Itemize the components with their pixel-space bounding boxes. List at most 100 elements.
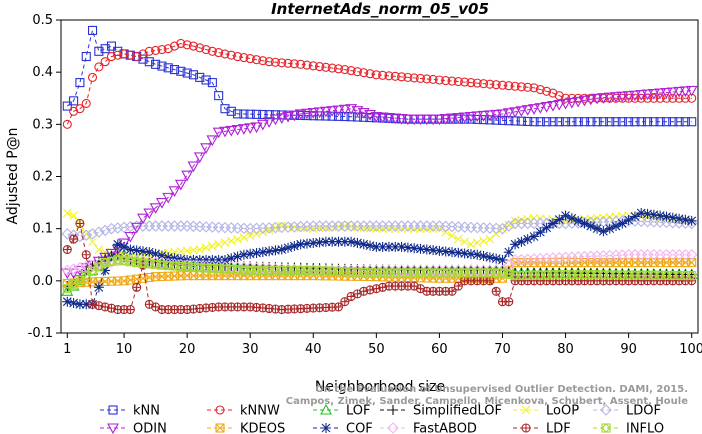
data-point-cof: [604, 223, 615, 234]
data-point-cof: [156, 250, 167, 261]
data-point-knnw: [144, 46, 154, 56]
data-point-cof: [301, 238, 312, 249]
series-line-fastabod: [67, 254, 692, 271]
legend-label-cof: COF: [346, 422, 373, 434]
data-point-odin: [225, 125, 238, 137]
series-layer: [61, 25, 698, 315]
data-point-loop: [81, 229, 91, 239]
data-point-knnw: [422, 74, 432, 84]
legend-label-simplifiedlof: SimplifiedLOF: [413, 404, 502, 419]
data-point-inflo: [686, 270, 697, 281]
data-point-knn: [352, 112, 362, 122]
data-point-loop: [453, 234, 463, 244]
data-point-cof: [320, 236, 331, 247]
data-point-knn: [674, 117, 684, 127]
data-point-knnw: [233, 51, 243, 62]
series-inflo: [62, 255, 697, 294]
data-point-cof: [295, 239, 306, 250]
legend-label-fastabod: FastABOD: [413, 422, 477, 434]
data-point-odin: [118, 238, 131, 250]
data-point-knnw: [157, 45, 167, 55]
data-point-ldf: [687, 276, 697, 286]
data-point-ldf: [485, 276, 495, 286]
data-point-odin: [155, 198, 168, 209]
data-point-ldf: [504, 297, 514, 307]
data-point-knn: [661, 117, 672, 127]
data-point-cof: [560, 210, 571, 221]
data-point-loop: [466, 239, 476, 249]
data-point-odin: [465, 111, 477, 123]
data-point-knn: [466, 114, 476, 124]
data-point-knnw: [113, 50, 123, 60]
data-point-cof: [137, 246, 148, 257]
data-point-knnw: [649, 93, 659, 103]
legend-label-loop: LoOP: [546, 404, 579, 419]
data-point-knn: [188, 70, 198, 80]
data-point-cof: [484, 252, 495, 263]
data-point-cof: [598, 226, 609, 237]
data-point-loop: [239, 232, 249, 242]
data-point-cof: [232, 251, 243, 262]
data-point-cof: [648, 209, 659, 220]
data-point-loop: [69, 211, 79, 221]
data-point-knn: [548, 117, 558, 127]
data-point-cof: [491, 253, 502, 264]
data-point-odin: [149, 203, 162, 214]
data-point-knn: [220, 104, 230, 114]
data-point-knn: [611, 117, 621, 127]
data-point-knnw: [529, 83, 539, 93]
data-point-knnw: [365, 69, 375, 79]
data-point-knn: [62, 101, 72, 111]
data-point-knnw: [542, 86, 552, 96]
x-axis: 1 10 20 30 40 50 60 70 80 90 100: [63, 333, 702, 357]
y-tick-label: 0.5: [32, 13, 53, 28]
data-point-odin: [319, 106, 332, 118]
data-point-cof: [131, 245, 142, 256]
data-point-knnw: [308, 61, 318, 71]
data-point-knn: [624, 117, 634, 127]
legend-label-knn: kNN: [133, 404, 160, 419]
series-line-knn: [66, 28, 692, 123]
data-point-knnw: [655, 93, 665, 103]
data-point-cof: [213, 254, 224, 265]
data-point-cof: [497, 254, 508, 265]
data-point-cof: [276, 244, 287, 255]
data-point-knnw: [62, 119, 72, 129]
data-point-cof: [541, 222, 552, 233]
data-point-odin: [584, 94, 597, 106]
data-point-knnw: [371, 70, 381, 80]
data-point-ldof: [124, 220, 137, 233]
data-point-knnw: [289, 59, 299, 69]
data-point-knnw: [277, 58, 287, 68]
data-point-cof: [510, 239, 521, 250]
data-point-odin: [591, 93, 604, 105]
data-point-fastabod: [61, 264, 74, 277]
data-point-odin: [433, 114, 446, 126]
data-point-knn: [176, 66, 186, 76]
data-point-knn: [561, 117, 571, 127]
data-point-cof: [453, 247, 464, 258]
data-point-knn: [472, 114, 482, 124]
data-point-cof: [547, 218, 558, 229]
data-point-cof: [478, 251, 489, 262]
data-point-knnw: [415, 73, 426, 83]
legend-item-cof: COF: [313, 422, 373, 434]
data-point-knnw: [687, 93, 697, 103]
data-point-odin: [673, 86, 686, 98]
data-point-ldof: [99, 224, 111, 237]
data-point-odin: [414, 114, 427, 126]
data-point-knnw: [441, 75, 451, 86]
data-point-odin: [275, 113, 288, 124]
data-point-knnw: [624, 93, 634, 103]
data-point-knn: [497, 115, 508, 125]
y-tick-label: 0.2: [32, 170, 53, 185]
data-point-cof: [409, 243, 420, 254]
data-point-loop: [62, 208, 72, 218]
data-point-cof: [352, 238, 363, 249]
data-point-odin: [452, 113, 465, 124]
data-point-knn: [87, 25, 98, 35]
data-point-odin: [282, 111, 294, 123]
legend-marker: [215, 405, 225, 415]
data-point-ldf: [453, 281, 463, 291]
data-point-knnw: [169, 41, 180, 51]
